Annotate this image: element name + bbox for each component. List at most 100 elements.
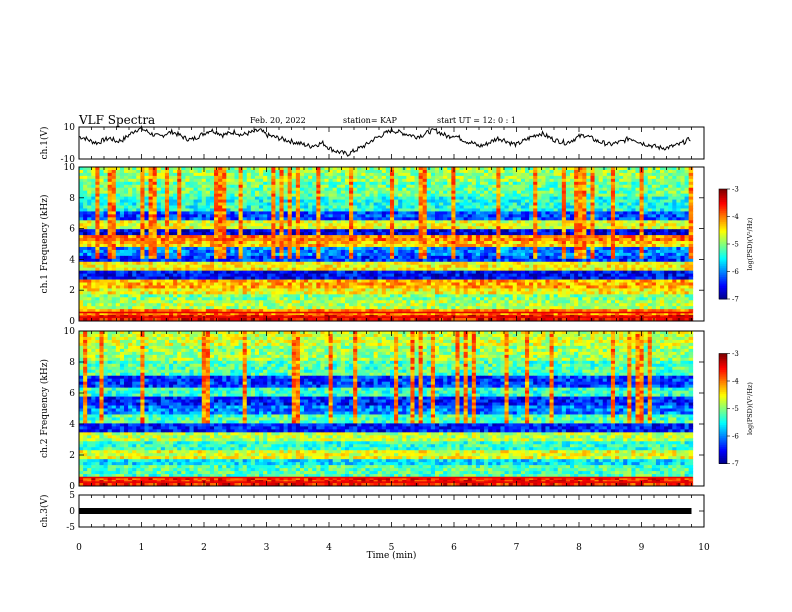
psd-cell	[447, 178, 452, 183]
psd-cell	[529, 208, 534, 212]
psd-cell	[484, 193, 489, 198]
psd-cell	[635, 181, 640, 186]
psd-cell	[95, 235, 100, 239]
psd-cell	[357, 196, 362, 200]
psd-cell	[250, 187, 256, 192]
psd-cell	[398, 199, 403, 203]
psd-cell	[279, 178, 284, 183]
psd-cell	[385, 205, 391, 209]
psd-cell	[328, 249, 334, 254]
psd-cell	[353, 175, 358, 180]
psd-cell	[132, 199, 137, 203]
psd-cell	[344, 244, 350, 248]
psd-cell	[205, 214, 211, 218]
psd-cell	[230, 220, 235, 224]
psd-cell	[181, 232, 186, 236]
psd-cell	[79, 175, 84, 180]
psd-cell	[516, 199, 522, 203]
psd-cell	[156, 255, 162, 260]
psd-cell	[394, 241, 399, 245]
psd-cell	[234, 169, 239, 174]
psd-cell	[160, 184, 166, 189]
psd-cell	[561, 184, 567, 189]
psd-cell	[177, 226, 182, 230]
psd-cell	[344, 196, 350, 200]
psd-cell	[124, 178, 129, 183]
psd-cell	[443, 252, 448, 257]
psd-cell	[582, 175, 587, 180]
psd-cell	[201, 208, 207, 212]
psd-cell	[651, 214, 657, 218]
psd-cell	[680, 258, 685, 263]
psd-cell	[672, 196, 677, 200]
psd-cell	[349, 193, 354, 198]
psd-cell	[144, 223, 149, 227]
psd-cell	[598, 249, 604, 254]
psd-cell	[643, 232, 649, 236]
psd-cell	[422, 244, 428, 248]
psd-cell	[389, 172, 395, 177]
psd-cell	[193, 184, 199, 189]
psd-cell	[590, 226, 595, 230]
psd-cell	[222, 169, 227, 174]
psd-cell	[688, 241, 694, 245]
psd-cell	[99, 255, 104, 260]
psd-cell	[218, 226, 223, 230]
psd-cell	[136, 217, 141, 221]
psd-cell	[328, 205, 334, 209]
psd-cell	[541, 196, 546, 200]
psd-cell	[189, 249, 194, 254]
psd-cell	[443, 193, 448, 198]
psd-cell	[439, 202, 444, 206]
psd-cell	[177, 172, 182, 177]
psd-cell	[218, 184, 223, 189]
psd-cell	[291, 205, 297, 209]
psd-cell	[164, 249, 170, 254]
psd-cell	[344, 184, 350, 189]
psd-cell	[668, 199, 673, 203]
psd-cell	[651, 220, 657, 224]
psd-cell	[144, 226, 149, 230]
psd-cell	[516, 184, 522, 189]
psd-cell	[254, 244, 260, 248]
psd-cell	[565, 252, 571, 257]
psd-cell	[488, 244, 493, 248]
psd-cell	[205, 169, 211, 174]
psd-cell	[635, 190, 640, 195]
psd-cell	[164, 175, 170, 180]
psd-cell	[553, 241, 559, 245]
psd-cell	[308, 187, 313, 192]
psd-cell	[349, 190, 354, 195]
psd-cell	[230, 238, 235, 242]
psd-cell	[132, 241, 137, 245]
psd-cell	[586, 214, 591, 218]
psd-cell	[332, 232, 338, 236]
psd-cell	[148, 193, 154, 198]
psd-cell	[545, 172, 550, 177]
psd-cell	[385, 211, 391, 215]
psd-cell	[615, 217, 620, 221]
psd-cell	[283, 255, 289, 260]
psd-cell	[136, 229, 141, 233]
psd-cell	[439, 172, 444, 177]
psd-cell	[627, 211, 632, 215]
psd-cell	[205, 241, 211, 245]
psd-cell	[124, 246, 129, 251]
psd-cell	[598, 246, 604, 251]
psd-cell	[193, 223, 199, 227]
psd-cell	[234, 190, 239, 195]
psd-cell	[336, 261, 342, 266]
psd-cell	[234, 214, 239, 218]
psd-cell	[488, 220, 493, 224]
psd-cell	[234, 223, 239, 227]
psd-cell	[332, 205, 338, 209]
psd-cell	[357, 205, 362, 209]
psd-cell	[447, 246, 452, 251]
psd-cell	[275, 235, 280, 239]
psd-cell	[410, 255, 415, 260]
psd-cell	[471, 181, 477, 186]
psd-cell	[267, 202, 272, 206]
psd-cell	[508, 246, 514, 251]
psd-cell	[91, 193, 96, 198]
psd-cell	[619, 229, 624, 233]
